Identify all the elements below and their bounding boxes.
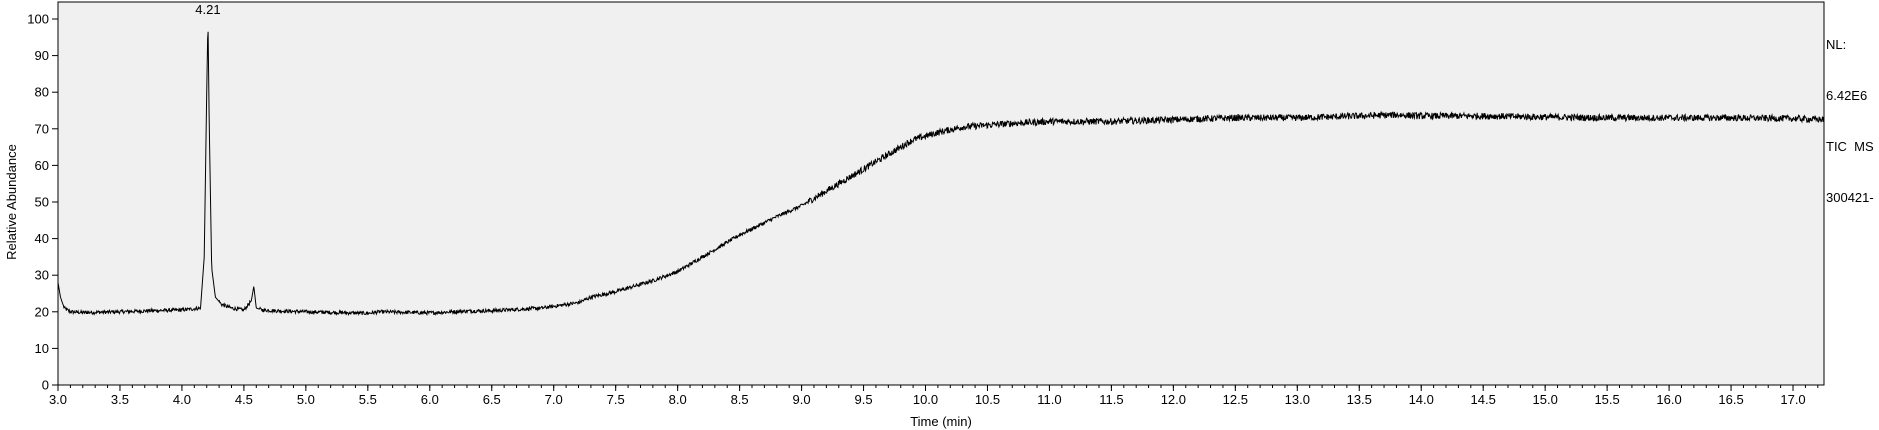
x-tick-label: 16.5: [1718, 392, 1743, 407]
x-tick-label: 6.5: [483, 392, 501, 407]
x-tick-label: 7.5: [607, 392, 625, 407]
x-tick-label: 10.5: [975, 392, 1000, 407]
y-tick-label: 0: [42, 378, 49, 393]
x-tick-label: 6.0: [421, 392, 439, 407]
x-tick-label: 3.5: [111, 392, 129, 407]
x-tick-label: 12.0: [1161, 392, 1186, 407]
y-tick-label: 60: [35, 158, 49, 173]
y-axis: 0 10 20 30 40 50 60 70 80 90 100: [27, 12, 58, 393]
x-tick-label: 4.5: [235, 392, 253, 407]
y-tick-label: 100: [27, 12, 49, 27]
y-tick-label: 30: [35, 268, 49, 283]
x-tick-label: 8.5: [731, 392, 749, 407]
x-tick-label: 14.0: [1409, 392, 1434, 407]
peak-label: 4.21: [195, 2, 220, 17]
scan-info-line-4: 300421-: [1826, 190, 1874, 205]
y-tick-label: 10: [35, 341, 49, 356]
y-tick-label: 80: [35, 85, 49, 100]
x-tick-label: 13.0: [1285, 392, 1310, 407]
x-tick-label: 17.0: [1780, 392, 1805, 407]
x-tick-label: 3.0: [49, 392, 67, 407]
scan-info-panel: NL: 6.42E6 TIC MS 300421-: [1826, 2, 1874, 223]
tic-trace-line: [57, 31, 1825, 385]
x-tick-label: 11.5: [1099, 392, 1123, 407]
x-tick-label: 5.5: [359, 392, 377, 407]
y-tick-label: 90: [35, 48, 49, 63]
plot-area-background: [57, 1, 1825, 386]
x-tick-label: 12.5: [1223, 392, 1248, 407]
x-tick-label: 5.0: [297, 392, 315, 407]
x-tick-label: 4.0: [173, 392, 191, 407]
y-tick-label: 20: [35, 304, 49, 319]
peak-annotations: 4.21: [195, 2, 220, 17]
x-axis: 3.0 3.5 4.0 4.5 5.0 5.5 6.0 6.5 7.0 7.5 8.0 8.5 9.0 9…: [49, 385, 1819, 407]
x-tick-label: 9.0: [793, 392, 811, 407]
y-tick-label: 70: [35, 121, 49, 136]
x-tick-label: 11.0: [1037, 392, 1061, 407]
x-tick-label: 14.5: [1471, 392, 1496, 407]
x-tick-label: 15.5: [1594, 392, 1619, 407]
x-tick-label: 16.0: [1656, 392, 1681, 407]
scan-info-line-3: TIC MS: [1826, 139, 1874, 154]
y-axis-title: Relative Abundance: [4, 144, 19, 260]
x-tick-label: 13.5: [1347, 392, 1372, 407]
x-tick-label: 15.0: [1533, 392, 1558, 407]
x-tick-label: 9.5: [855, 392, 873, 407]
y-tick-label: 50: [35, 195, 49, 210]
scan-info-line-1: NL:: [1826, 37, 1847, 52]
y-tick-label: 40: [35, 231, 49, 246]
x-tick-label: 8.0: [669, 392, 687, 407]
scan-info-line-2: 6.42E6: [1826, 88, 1868, 103]
x-tick-label: 10.0: [913, 392, 938, 407]
x-axis-title: Time (min): [910, 414, 972, 429]
x-tick-label: 7.0: [545, 392, 563, 407]
